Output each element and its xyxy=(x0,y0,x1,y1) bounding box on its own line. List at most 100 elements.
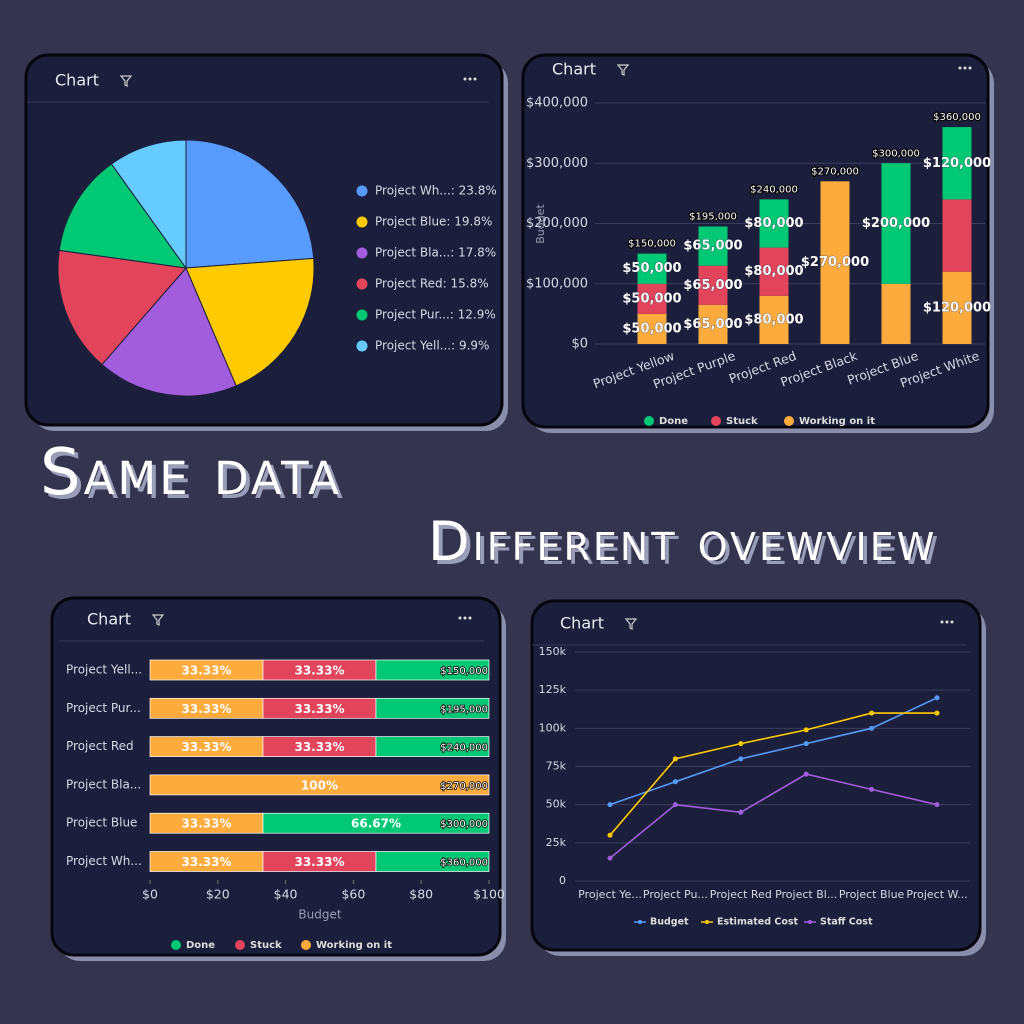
x-tick-label: $60 xyxy=(341,887,365,902)
bar-value-label: $50,000 xyxy=(622,261,681,276)
series-point xyxy=(803,771,809,777)
series-line xyxy=(609,712,937,836)
legend-label: Stuck xyxy=(250,940,282,951)
menu-dot xyxy=(963,66,967,70)
y-tick-label: 0 xyxy=(559,874,566,887)
x-tick-label: $40 xyxy=(274,887,298,902)
series-point xyxy=(934,695,940,701)
x-tick-label: $20 xyxy=(206,887,230,902)
bar-value-label: 33.33% xyxy=(294,740,344,754)
y-tick-label: Project Blue xyxy=(66,816,137,830)
bar-value-label: 33.33% xyxy=(182,817,232,831)
x-tick-label: $80 xyxy=(409,887,433,902)
series-point xyxy=(672,779,678,785)
bar-segment xyxy=(881,283,911,344)
pie-slice xyxy=(101,267,237,397)
bar-value-label: $120,000 xyxy=(923,156,991,171)
bar-total-label: $150,000 xyxy=(440,666,488,677)
bar-total-label: $270,000 xyxy=(811,166,859,177)
legend-marker xyxy=(638,920,642,924)
legend-marker xyxy=(644,416,654,426)
legend-label: Estimated Cost xyxy=(717,917,798,928)
bar-value-label: $65,000 xyxy=(683,278,742,293)
bar-total-label: $300,000 xyxy=(872,148,920,159)
series-line xyxy=(609,773,938,859)
headline: Different ovewview xyxy=(428,510,938,573)
series-point xyxy=(607,832,613,838)
legend-marker xyxy=(784,416,794,426)
bar-segment xyxy=(820,181,850,344)
series-point xyxy=(934,802,940,808)
y-tick-label: $300,000 xyxy=(526,156,588,171)
menu-dot xyxy=(950,620,954,624)
series-point xyxy=(869,710,875,716)
legend-label: Project Pur...: 12.9% xyxy=(375,308,496,322)
bar-total-label: $195,000 xyxy=(440,704,488,715)
filter-icon xyxy=(119,75,133,87)
series-point xyxy=(869,725,875,731)
chart-title: Chart xyxy=(560,614,604,633)
filter-icon xyxy=(151,614,165,626)
legend-label: Working on it xyxy=(799,416,875,427)
menu-dot xyxy=(463,77,467,81)
y-tick-label: Project Wh... xyxy=(66,854,142,868)
chart-title: Chart xyxy=(87,610,131,629)
legend-marker xyxy=(705,920,709,924)
bar-value-label: $50,000 xyxy=(622,321,681,336)
y-tick-label: $200,000 xyxy=(526,216,588,231)
menu-dot xyxy=(458,616,462,620)
bar-segment xyxy=(637,283,667,314)
x-tick-label: Project Red xyxy=(710,888,772,901)
series-point xyxy=(934,710,940,716)
bar-segment xyxy=(942,127,972,200)
bar-value-label: $65,000 xyxy=(683,239,742,254)
series-point xyxy=(738,741,744,747)
pie-slice xyxy=(185,139,315,269)
legend-marker xyxy=(356,340,368,352)
bar-segment xyxy=(375,736,490,757)
menu-dot xyxy=(468,77,472,81)
legend-marker xyxy=(301,940,311,950)
bar-segment xyxy=(637,313,667,344)
pie-slice xyxy=(58,163,188,269)
legend-marker xyxy=(356,185,368,197)
bar-value-label: 33.33% xyxy=(182,740,232,754)
panel xyxy=(530,599,982,952)
bar-segment xyxy=(759,199,789,248)
y-tick-label: Project Bla... xyxy=(66,777,141,791)
bar-total-label: $270,000 xyxy=(440,781,488,792)
pie-slice xyxy=(185,257,315,387)
bar-segment xyxy=(375,851,490,872)
x-tick-label: Project W... xyxy=(906,888,967,901)
bar-segment xyxy=(698,304,728,344)
legend-label: Project Yell...: 9.9% xyxy=(375,339,489,353)
y-tick-label: 75k xyxy=(546,760,567,773)
legend-marker xyxy=(235,940,245,950)
legend-marker xyxy=(356,216,368,228)
bar-value-label: 100% xyxy=(301,778,338,792)
bar-value-label: $50,000 xyxy=(622,291,681,306)
series-point xyxy=(672,756,678,762)
bar-total-label: $360,000 xyxy=(933,112,981,123)
bar-segment xyxy=(375,659,490,681)
y-tick-label: 100k xyxy=(539,721,567,734)
y-tick-label: $100,000 xyxy=(526,276,588,291)
series-point xyxy=(803,741,809,747)
bar-segment xyxy=(637,253,667,284)
bar-segment xyxy=(262,812,490,834)
legend-label: Done xyxy=(186,940,215,951)
bar-value-label: $200,000 xyxy=(862,216,930,231)
bar-segment xyxy=(881,163,911,284)
series-point xyxy=(869,786,875,792)
legend-marker xyxy=(356,278,368,290)
bar-segment xyxy=(149,774,490,796)
filter-icon xyxy=(624,618,638,630)
bar-total-label: $240,000 xyxy=(750,184,798,195)
bar-value-label: $65,000 xyxy=(683,317,742,332)
x-tick-label: Project Pu... xyxy=(643,888,708,901)
series-point xyxy=(803,727,809,733)
bar-value-label: $80,000 xyxy=(744,264,803,279)
menu-dot xyxy=(958,66,962,70)
